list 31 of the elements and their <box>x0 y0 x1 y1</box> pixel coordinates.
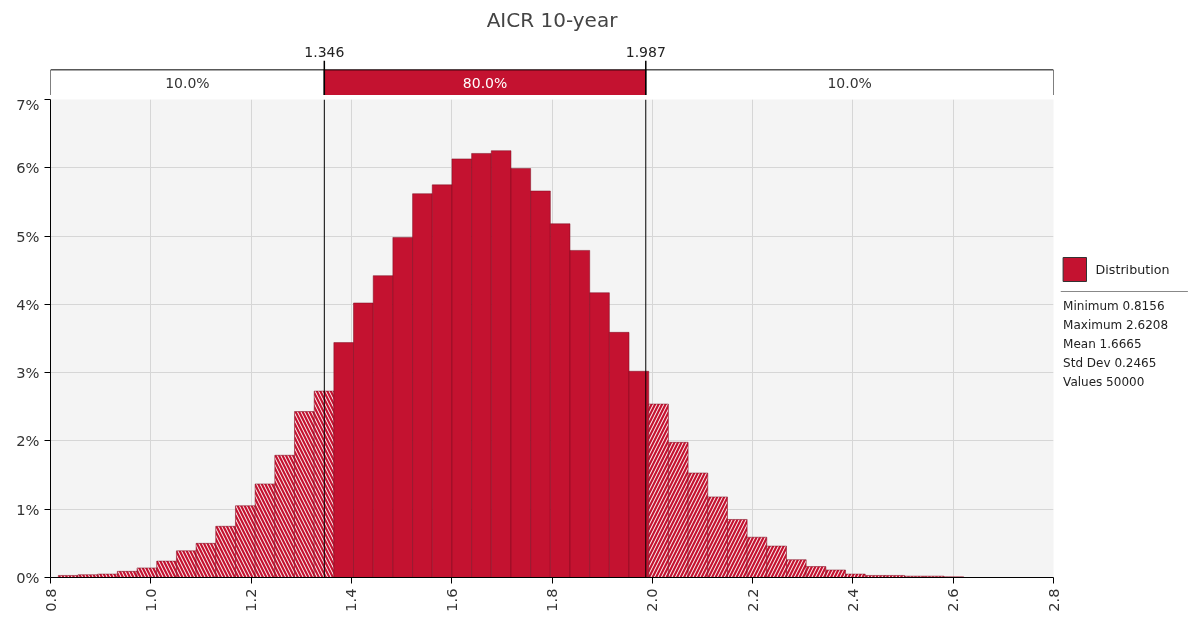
x-tick-label: 1.6 <box>442 588 460 612</box>
y-tick-label: 7% <box>16 95 40 113</box>
x-tick-label: 1.8 <box>543 588 560 612</box>
ref-line-label: 1.987 <box>625 44 666 61</box>
legend-label: Distribution <box>1095 262 1170 277</box>
chart-title: AICR 10-year <box>486 7 619 32</box>
text: Minimum 0.8156 <box>1063 298 1165 313</box>
y-tick-label: 4% <box>16 295 40 313</box>
y-tick-label: 1% <box>16 500 40 518</box>
y-tick-label: 3% <box>16 364 40 382</box>
x-tick-label: 1.4 <box>342 588 360 612</box>
ref-line-label: 1.346 <box>304 44 345 61</box>
text: 80.0% <box>462 74 508 91</box>
x-tick-label: 1.0 <box>141 588 159 612</box>
x-tick-label: 2.0 <box>643 588 661 612</box>
text: Std Dev 0.2465 <box>1063 355 1157 370</box>
x-tick-label: 1.2 <box>242 588 260 612</box>
y-tick-label: 6% <box>16 159 40 177</box>
x-tick-label: 2.6 <box>944 588 962 612</box>
x-tick-label: 2.4 <box>843 588 861 612</box>
text: Mean 1.6665 <box>1063 336 1142 351</box>
text: 10.0% <box>165 74 210 91</box>
y-tick-label: 0% <box>16 569 40 586</box>
text: 10.0% <box>827 74 872 91</box>
y-tick-label: 2% <box>16 432 40 450</box>
x-tick-label: 2.2 <box>743 588 761 612</box>
x-tick-label: 2.8 <box>1044 588 1062 612</box>
text: Values 50000 <box>1063 374 1145 389</box>
text: Maximum 2.6208 <box>1063 317 1169 332</box>
y-tick-label: 5% <box>16 227 40 245</box>
x-tick-label: 0.8 <box>41 588 59 612</box>
